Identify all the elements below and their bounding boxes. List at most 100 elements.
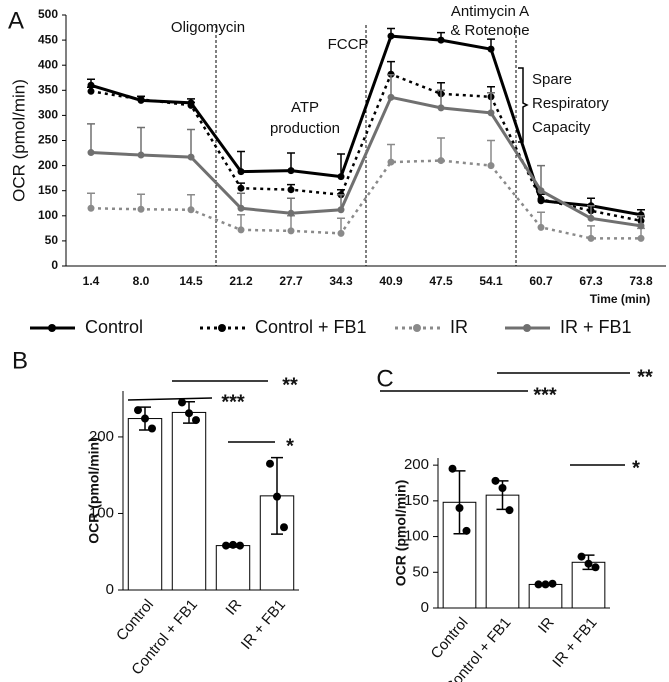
data-point — [541, 580, 550, 589]
y-axis-label: OCR (pmol/min) — [86, 437, 102, 544]
data-point — [280, 523, 288, 532]
series-line — [90, 95, 642, 228]
series-line — [90, 159, 641, 240]
panel-label: C — [376, 365, 393, 392]
point — [337, 229, 345, 237]
point — [437, 104, 445, 112]
point — [437, 157, 445, 165]
error-bar — [437, 137, 445, 161]
point — [587, 214, 595, 222]
y-tick-label: 100 — [89, 504, 114, 521]
x-axis-label: Time (min) — [590, 292, 650, 306]
point — [287, 167, 295, 175]
point — [187, 153, 195, 161]
data-point — [491, 476, 500, 485]
point — [537, 223, 545, 231]
point — [387, 32, 395, 40]
x-tick-label: 34.3 — [329, 274, 353, 288]
series-line — [90, 72, 642, 223]
point — [87, 149, 95, 157]
data-point — [455, 504, 464, 512]
x-tick-label: 21.2 — [229, 274, 253, 288]
y-axis-label: OCR (pmol/min) — [393, 480, 409, 587]
x-tick-label: 40.9 — [379, 274, 403, 288]
data-point — [462, 526, 471, 535]
bar — [171, 411, 207, 591]
y-tick-label: 0 — [51, 258, 58, 272]
point — [487, 162, 495, 170]
x-tick-label: Control — [427, 614, 471, 662]
annotation: & Rotenone — [450, 22, 529, 39]
point — [187, 101, 195, 109]
legend-label: Control — [85, 317, 143, 337]
data-point — [448, 464, 457, 473]
annotation: Spare — [532, 71, 572, 88]
point — [487, 45, 495, 53]
y-tick-label: 50 — [45, 233, 59, 247]
point — [287, 209, 295, 217]
error-bar — [487, 139, 495, 166]
x-tick-label: Control — [113, 596, 157, 644]
point — [537, 187, 545, 195]
bar — [485, 494, 520, 609]
annotation: Oligomycin — [171, 19, 245, 36]
error-bar — [87, 123, 95, 153]
data-point — [185, 409, 193, 418]
data-point — [266, 459, 274, 468]
data-point — [548, 579, 557, 588]
x-tick-label: 27.7 — [279, 274, 303, 288]
point — [637, 234, 645, 242]
point — [337, 206, 345, 214]
y-tick-label: 400 — [38, 57, 58, 71]
point — [587, 234, 595, 242]
series-line — [90, 34, 642, 217]
y-axis-label: OCR (pmol/min) — [9, 79, 28, 202]
data-point — [577, 552, 586, 561]
significance-label: ** — [637, 366, 653, 388]
point — [287, 186, 295, 194]
annotation: FCCP — [328, 36, 369, 53]
x-tick-label: IR + FB1 — [549, 614, 600, 671]
point — [237, 204, 245, 212]
y-tick-label: 300 — [38, 108, 58, 122]
x-tick-label: 67.3 — [579, 274, 603, 288]
data-point — [148, 424, 156, 433]
legend-label: IR — [450, 317, 468, 337]
bar — [127, 418, 163, 591]
data-point — [222, 541, 230, 550]
data-point — [273, 492, 281, 501]
annotation: Antimycin A — [451, 3, 529, 20]
y-tick-label: 200 — [38, 158, 58, 172]
significance-label: * — [632, 457, 640, 479]
point — [487, 109, 495, 117]
x-tick-label: 73.8 — [629, 274, 653, 288]
significance-label: ** — [282, 374, 298, 396]
annotation: ATP — [291, 99, 319, 116]
annotation: Capacity — [532, 119, 591, 136]
data-point — [236, 541, 244, 550]
point — [237, 184, 245, 192]
significance-label: * — [286, 435, 294, 457]
significance-line — [127, 397, 213, 401]
point — [287, 227, 295, 235]
x-tick-label: 54.1 — [479, 274, 503, 288]
legend-label: Control + FB1 — [255, 317, 367, 337]
point — [137, 151, 145, 159]
data-point — [229, 540, 237, 549]
data-point — [141, 414, 149, 423]
point — [237, 168, 245, 176]
y-tick-label: 200 — [404, 456, 429, 473]
x-tick-label: 1.4 — [83, 274, 100, 288]
point — [437, 36, 445, 44]
data-point — [584, 559, 593, 568]
y-tick-label: 0 — [421, 599, 429, 616]
y-tick-label: 50 — [412, 563, 429, 580]
y-tick-label: 100 — [38, 208, 58, 222]
legend-marker — [218, 324, 226, 332]
annotation: production — [270, 120, 340, 137]
point — [537, 195, 545, 203]
point — [237, 226, 245, 234]
x-tick-label: IR — [535, 614, 558, 637]
data-point — [505, 506, 514, 515]
